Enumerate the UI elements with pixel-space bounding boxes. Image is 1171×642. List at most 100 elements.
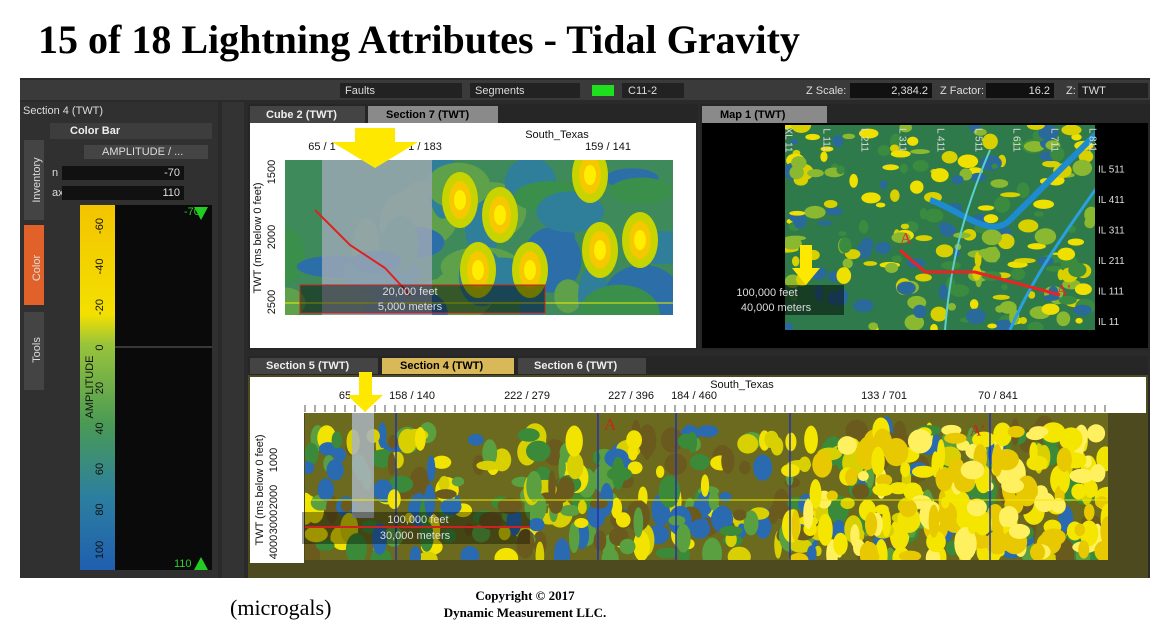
texture <box>697 425 719 438</box>
texture <box>1050 146 1065 162</box>
map-scale-meters: 40,000 meters <box>741 302 812 314</box>
section4-tab[interactable] <box>382 358 514 374</box>
texture <box>427 455 436 483</box>
inventory-tab[interactable] <box>24 140 44 220</box>
texture <box>889 144 900 153</box>
texture <box>1056 447 1072 472</box>
min: -70 <box>164 167 180 179</box>
min-field[interactable] <box>62 166 184 180</box>
zfactor-label: Z Factor: <box>940 85 984 97</box>
top-label: 65 / 1 <box>308 141 336 153</box>
texture <box>626 430 643 450</box>
color-tab[interactable] <box>24 225 44 305</box>
texture <box>593 530 607 552</box>
zfactor-field[interactable] <box>986 83 1054 98</box>
bottom-top-label: 227 / 396 <box>608 390 654 402</box>
texture <box>460 545 480 560</box>
texture <box>990 179 1009 188</box>
zscale-field[interactable] <box>850 83 932 98</box>
volume-dropdown[interactable] <box>622 83 684 98</box>
texture <box>805 133 820 141</box>
texture <box>737 434 759 454</box>
il-label: IL 211 <box>1098 256 1125 267</box>
tab-section4: Section 4 (TWT) <box>400 360 483 372</box>
texture <box>997 233 1015 250</box>
texture <box>409 546 422 560</box>
texture <box>577 500 587 515</box>
texture <box>1059 427 1083 452</box>
texture <box>791 256 800 267</box>
map-tab[interactable] <box>702 106 827 123</box>
texture <box>860 237 874 251</box>
texture <box>1007 425 1025 438</box>
faults-dropdown[interactable] <box>340 83 462 98</box>
texture <box>589 499 608 509</box>
tools-tab[interactable] <box>24 312 44 390</box>
texture <box>1075 317 1083 324</box>
attribute-dropdown[interactable] <box>84 145 208 159</box>
texture <box>619 538 636 555</box>
texture <box>331 431 342 449</box>
map-top-label: L 511 <box>972 128 983 152</box>
panel-title: Section 4 (TWT) <box>23 105 103 117</box>
texture <box>702 537 723 560</box>
y-tick: 4000 <box>268 535 280 559</box>
texture <box>1029 426 1049 437</box>
texture <box>809 479 822 509</box>
bar-bottom: 110 <box>174 558 192 570</box>
texture <box>478 511 502 530</box>
texture <box>1078 540 1090 559</box>
texture <box>833 532 848 556</box>
texture <box>398 428 417 454</box>
section6-tab[interactable] <box>518 358 646 374</box>
texture <box>1000 192 1021 198</box>
color-swatch[interactable] <box>592 85 614 96</box>
z-dropdown[interactable] <box>1078 83 1148 98</box>
texture <box>387 452 396 476</box>
texture <box>982 133 998 150</box>
texture <box>753 454 773 481</box>
anomaly <box>454 190 466 210</box>
texture <box>875 241 891 255</box>
texture <box>898 550 922 560</box>
texture <box>655 465 665 478</box>
texture <box>881 507 891 538</box>
units: (microgals) <box>230 595 331 620</box>
texture <box>721 448 735 474</box>
texture <box>844 249 861 260</box>
texture <box>559 504 581 517</box>
texture <box>1040 422 1066 443</box>
texture <box>377 422 387 449</box>
texture <box>930 323 938 330</box>
texture <box>1084 217 1095 229</box>
y-axis-label: TWT (ms below 0 feet) <box>252 182 264 293</box>
map-top-label: L 611 <box>1010 128 1021 152</box>
texture <box>642 427 652 461</box>
texture <box>554 279 582 313</box>
texture <box>1059 478 1068 492</box>
texture <box>1086 424 1106 443</box>
cube-tab[interactable] <box>250 106 365 123</box>
texture <box>974 251 982 268</box>
texture <box>1041 303 1060 315</box>
segments-dropdown[interactable] <box>470 83 580 98</box>
texture <box>325 495 338 524</box>
texture <box>842 258 853 269</box>
texture <box>517 428 540 442</box>
bottom-top-label: 65 <box>339 390 351 402</box>
max-field[interactable] <box>62 186 184 200</box>
texture <box>409 466 430 500</box>
texture <box>877 145 891 156</box>
volume: C11-2 <box>628 85 657 97</box>
tab-section6: Section 6 (TWT) <box>534 360 617 372</box>
texture <box>936 439 946 470</box>
texture <box>432 455 452 469</box>
texture <box>1042 160 1060 168</box>
texture <box>826 490 838 501</box>
section7-tab[interactable] <box>368 106 498 123</box>
y-tick: 2000 <box>266 225 278 249</box>
section5-tab[interactable] <box>250 358 378 374</box>
texture <box>373 479 393 502</box>
histogram-area <box>115 205 212 570</box>
texture <box>1056 311 1071 327</box>
